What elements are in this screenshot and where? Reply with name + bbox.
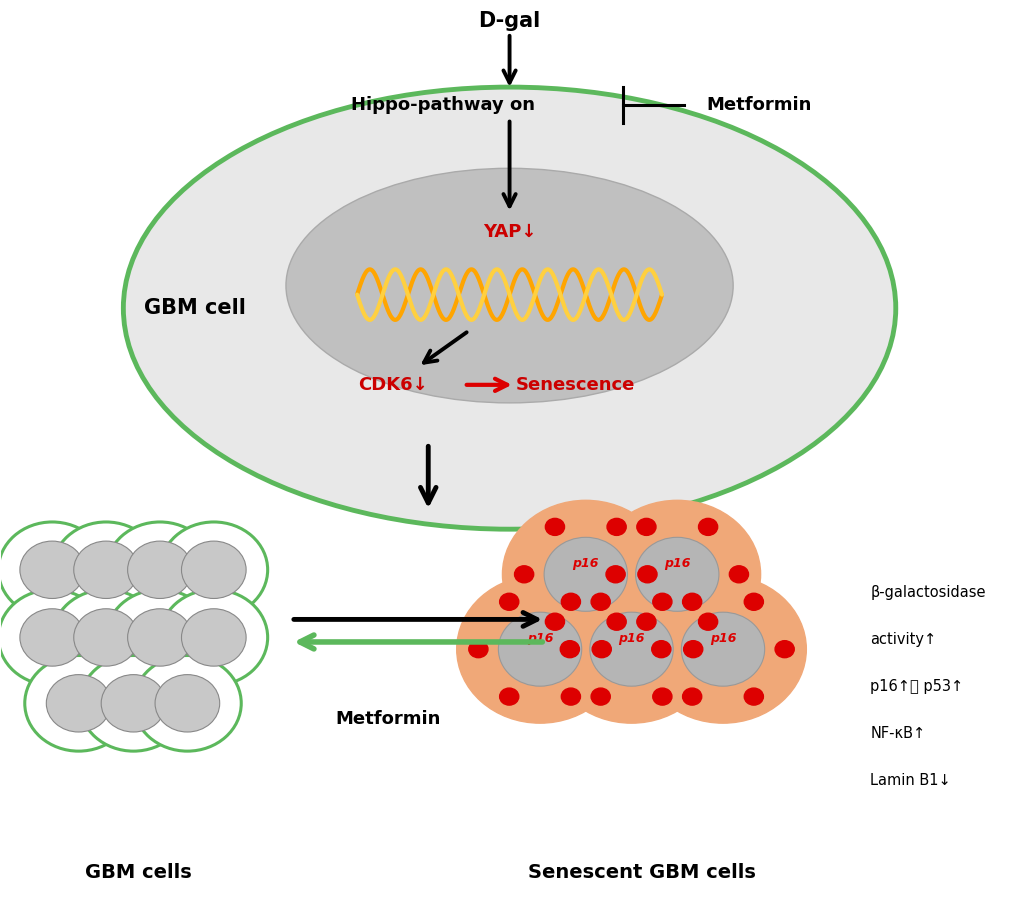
- Circle shape: [681, 612, 764, 686]
- Circle shape: [636, 519, 655, 536]
- Circle shape: [127, 609, 192, 666]
- Circle shape: [133, 655, 242, 751]
- Text: GBM cells: GBM cells: [86, 862, 192, 881]
- Circle shape: [593, 500, 760, 648]
- Text: β-galactosidase: β-galactosidase: [869, 585, 985, 600]
- Circle shape: [589, 612, 673, 686]
- Circle shape: [19, 541, 85, 598]
- Circle shape: [79, 655, 187, 751]
- Circle shape: [52, 590, 160, 685]
- Circle shape: [498, 612, 581, 686]
- Ellipse shape: [285, 168, 733, 403]
- Text: CDK6↓: CDK6↓: [358, 376, 427, 394]
- Circle shape: [46, 674, 111, 732]
- Circle shape: [605, 566, 625, 583]
- Text: Lamin B1↓: Lamin B1↓: [869, 773, 950, 787]
- Circle shape: [469, 641, 487, 658]
- Circle shape: [636, 614, 655, 630]
- Circle shape: [682, 594, 701, 610]
- Circle shape: [698, 614, 717, 630]
- Ellipse shape: [123, 87, 895, 529]
- Circle shape: [101, 674, 166, 732]
- Circle shape: [744, 688, 762, 705]
- Circle shape: [24, 655, 132, 751]
- Text: p16↑， p53↑: p16↑， p53↑: [869, 679, 963, 693]
- Circle shape: [127, 541, 192, 598]
- Circle shape: [651, 641, 671, 658]
- Circle shape: [560, 688, 580, 705]
- Circle shape: [543, 538, 627, 611]
- Circle shape: [499, 594, 519, 610]
- Circle shape: [160, 522, 267, 617]
- Circle shape: [698, 519, 717, 536]
- Circle shape: [181, 541, 246, 598]
- Circle shape: [683, 641, 702, 658]
- Circle shape: [502, 500, 668, 648]
- Circle shape: [160, 590, 267, 685]
- Circle shape: [499, 688, 519, 705]
- Circle shape: [560, 594, 580, 610]
- Circle shape: [19, 609, 85, 666]
- Circle shape: [73, 609, 139, 666]
- Text: Hippo-pathway on: Hippo-pathway on: [352, 96, 535, 114]
- Circle shape: [682, 688, 701, 705]
- Circle shape: [545, 614, 564, 630]
- Circle shape: [457, 576, 623, 723]
- Circle shape: [155, 674, 219, 732]
- Circle shape: [652, 594, 672, 610]
- Text: Senescence: Senescence: [516, 376, 635, 394]
- Text: p16: p16: [572, 557, 598, 570]
- Circle shape: [744, 594, 762, 610]
- Text: Metformin: Metformin: [334, 710, 440, 728]
- Circle shape: [0, 522, 106, 617]
- Circle shape: [637, 566, 656, 583]
- Circle shape: [559, 641, 579, 658]
- Circle shape: [73, 541, 139, 598]
- Circle shape: [545, 519, 564, 536]
- Circle shape: [591, 688, 609, 705]
- Text: YAP↓: YAP↓: [482, 223, 536, 241]
- Circle shape: [592, 641, 610, 658]
- Circle shape: [606, 614, 626, 630]
- Circle shape: [774, 641, 794, 658]
- Circle shape: [729, 566, 748, 583]
- Circle shape: [514, 566, 533, 583]
- Text: Senescent GBM cells: Senescent GBM cells: [527, 862, 755, 881]
- Circle shape: [106, 522, 214, 617]
- Text: p16: p16: [663, 557, 690, 570]
- Circle shape: [591, 594, 609, 610]
- Text: Metformin: Metformin: [705, 96, 810, 114]
- Circle shape: [639, 576, 806, 723]
- Circle shape: [606, 519, 626, 536]
- Circle shape: [652, 688, 672, 705]
- Text: GBM cell: GBM cell: [144, 298, 246, 319]
- Text: activity↑: activity↑: [869, 632, 935, 647]
- Text: NF-κB↑: NF-κB↑: [869, 726, 924, 740]
- Text: p16: p16: [709, 632, 736, 644]
- Text: p16: p16: [618, 632, 644, 644]
- Circle shape: [52, 522, 160, 617]
- Circle shape: [106, 590, 214, 685]
- Circle shape: [181, 609, 246, 666]
- Text: p16: p16: [526, 632, 552, 644]
- Circle shape: [635, 538, 718, 611]
- Text: D-gal: D-gal: [478, 11, 540, 32]
- Circle shape: [0, 590, 106, 685]
- Circle shape: [547, 576, 714, 723]
